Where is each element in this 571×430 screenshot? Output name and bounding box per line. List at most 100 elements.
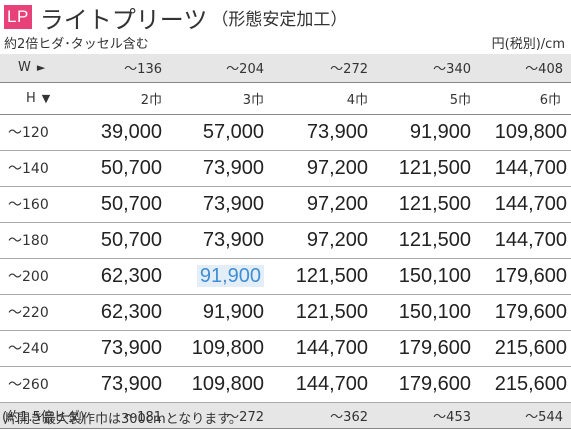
panel-count: 4巾 xyxy=(264,82,368,115)
price-cell: 73,900 xyxy=(264,114,368,151)
price-cell: 144,700 xyxy=(471,186,571,223)
price-cell: 50,700 xyxy=(70,150,162,187)
product-title: ライトプリーツ xyxy=(39,5,208,34)
price-value: 121,500 xyxy=(398,156,471,179)
price-cell: 144,700 xyxy=(471,150,571,187)
footer-row: (約1.5倍ヒダ) ～181 ～272 ～362 ～453 ～544 xyxy=(0,402,571,429)
price-cell: 73,900 xyxy=(70,366,162,403)
height-range: ～240 xyxy=(0,330,70,367)
price-cell: 121,500 xyxy=(368,150,471,187)
height-range: ～160 xyxy=(0,186,70,223)
max-width-note: 片開き最大製作巾は300cmとなります。 xyxy=(4,412,242,427)
price-cell: 73,900 xyxy=(70,330,162,367)
price-value: 179,600 xyxy=(398,372,471,395)
price-cell: 179,600 xyxy=(368,330,471,367)
price-cell: 109,800 xyxy=(471,114,571,151)
panel-count: 6巾 xyxy=(471,82,571,115)
price-cell: 121,500 xyxy=(368,186,471,223)
subheader-row: 約2倍ヒダ･タッセル含む 円(税別)/cm xyxy=(4,33,565,52)
width-header-row: W ► ～136 ～204 ～272 ～340 ～408 xyxy=(0,54,571,83)
right-arrow-icon: ► xyxy=(36,61,46,75)
price-cell: 150,100 xyxy=(368,294,471,331)
title-row: LP ライトプリーツ （形態安定加工） xyxy=(0,0,347,34)
price-value: 109,800 xyxy=(191,336,264,359)
price-cell: 39,000 xyxy=(70,114,162,151)
price-value: 215,600 xyxy=(494,372,567,395)
product-badge: LP xyxy=(4,5,32,29)
price-value: 91,900 xyxy=(196,264,264,287)
price-value: 144,700 xyxy=(494,192,567,215)
price-value: 144,700 xyxy=(295,336,368,359)
price-cell: 150,100 xyxy=(368,258,471,295)
height-range: ～120 xyxy=(0,114,70,151)
price-cell: 73,900 xyxy=(162,222,264,259)
price-value: 97,200 xyxy=(306,192,368,215)
table-row: ～240 73,900 109,800 144,700 179,600 215,600 xyxy=(0,330,571,367)
price-value: 109,800 xyxy=(191,372,264,395)
panel-count: 5巾 xyxy=(368,82,471,115)
price-value: 144,700 xyxy=(494,156,567,179)
price-cell: 215,600 xyxy=(471,330,571,367)
price-cell: 62,300 xyxy=(70,294,162,331)
price-cell: 50,700 xyxy=(70,222,162,259)
width-label: W xyxy=(18,60,31,76)
pleat-note: 約2倍ヒダ･タッセル含む xyxy=(4,36,149,52)
price-value: 62,300 xyxy=(100,264,162,287)
price-cell: 121,500 xyxy=(264,294,368,331)
price-cell: 121,500 xyxy=(264,258,368,295)
table-row: ～120 39,000 57,000 73,900 91,900 109,800 xyxy=(0,114,571,151)
footer-label: (約1.5倍ヒダ) xyxy=(0,402,85,429)
price-value: 73,900 xyxy=(306,120,368,143)
width-axis-label: W ► xyxy=(0,54,70,83)
price-cell: 57,000 xyxy=(162,114,264,151)
price-value: 73,900 xyxy=(202,192,264,215)
price-value: 150,100 xyxy=(398,264,471,287)
panel-count: 2巾 xyxy=(70,82,162,115)
price-cell: 144,700 xyxy=(471,222,571,259)
price-value: 109,800 xyxy=(494,120,567,143)
width-range: ～272 xyxy=(264,54,368,83)
table-row: ～200 62,300 91,900 121,500 150,100 179,600 xyxy=(0,258,571,295)
price-cell: 109,800 xyxy=(162,366,264,403)
width-range: ～204 xyxy=(162,54,264,83)
price-cell: 50,700 xyxy=(70,186,162,223)
price-value: 179,600 xyxy=(494,300,567,323)
price-value: 73,900 xyxy=(202,228,264,251)
panel-header-row: H ▼ 2巾 3巾 4巾 5巾 6巾 xyxy=(0,82,571,115)
table-row: ～180 50,700 73,900 97,200 121,500 144,700 xyxy=(0,222,571,259)
price-value: 97,200 xyxy=(306,156,368,179)
price-value: 50,700 xyxy=(100,192,162,215)
table-row: ～260 73,900 109,800 144,700 179,600 215,600 xyxy=(0,366,571,403)
price-cell: 73,900 xyxy=(162,186,264,223)
price-cell: 109,800 xyxy=(162,330,264,367)
price-value: 91,900 xyxy=(202,300,264,323)
price-cell: 121,500 xyxy=(368,222,471,259)
price-value: 50,700 xyxy=(100,228,162,251)
price-value: 144,700 xyxy=(494,228,567,251)
price-cell: 179,600 xyxy=(471,294,571,331)
price-value: 121,500 xyxy=(295,300,368,323)
price-value: 179,600 xyxy=(494,264,567,287)
height-range: ～220 xyxy=(0,294,70,331)
price-value: 57,000 xyxy=(202,120,264,143)
price-cell: 215,600 xyxy=(471,366,571,403)
width-range: ～408 xyxy=(471,54,571,83)
price-value: 144,700 xyxy=(295,372,368,395)
width-range: ～340 xyxy=(368,54,471,83)
price-value: 121,500 xyxy=(398,192,471,215)
width-range: ～136 xyxy=(70,54,162,83)
footer-range: ～544 xyxy=(471,402,571,429)
footer-range: ～181 xyxy=(70,402,162,429)
table-row: ～140 50,700 73,900 97,200 121,500 144,700 xyxy=(0,150,571,187)
price-cell: 97,200 xyxy=(264,150,368,187)
price-cell: 97,200 xyxy=(264,186,368,223)
height-axis-label: H ▼ xyxy=(0,82,70,115)
panel-count: 3巾 xyxy=(162,82,264,115)
height-range: ～260 xyxy=(0,366,70,403)
price-value: 73,900 xyxy=(100,336,162,359)
down-arrow-icon: ▼ xyxy=(41,91,51,105)
price-value: 179,600 xyxy=(398,336,471,359)
price-cell: 91,900 xyxy=(368,114,471,151)
price-value: 62,300 xyxy=(100,300,162,323)
price-cell: 144,700 xyxy=(264,366,368,403)
